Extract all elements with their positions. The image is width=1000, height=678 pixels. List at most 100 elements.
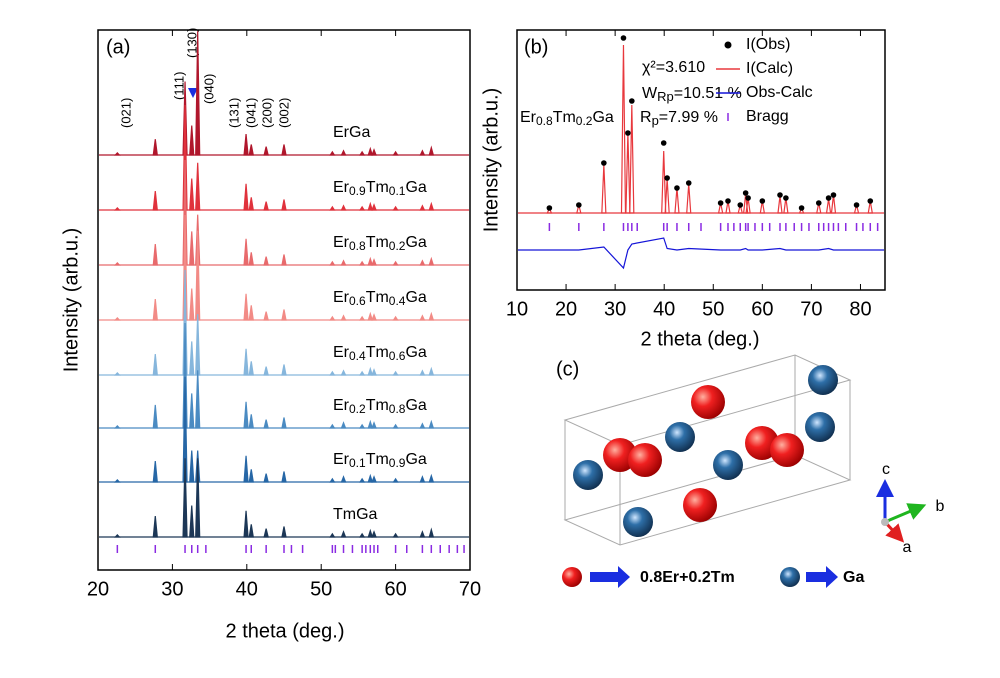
peak xyxy=(281,364,287,376)
x-tick-label: 10 xyxy=(506,298,528,320)
obs-point xyxy=(725,198,731,204)
peak xyxy=(189,288,195,321)
peak xyxy=(248,469,254,483)
peak xyxy=(281,199,287,211)
peak xyxy=(189,125,195,156)
peak xyxy=(329,370,336,376)
peak-label: (021) xyxy=(118,98,133,128)
obs-point xyxy=(853,202,860,208)
peak xyxy=(371,258,377,266)
peak xyxy=(367,528,374,538)
peak xyxy=(329,532,336,538)
peak xyxy=(359,205,366,211)
peak xyxy=(263,201,269,211)
obs-point xyxy=(685,180,692,186)
atoms xyxy=(573,365,838,537)
peak xyxy=(359,315,366,321)
peak xyxy=(113,425,121,429)
y-axis-label: Intensity (arb.u.) xyxy=(60,228,82,373)
obs-point xyxy=(625,130,631,136)
peak xyxy=(367,201,374,211)
series-label: Er0.1Tm0.9Ga xyxy=(333,451,427,470)
peak xyxy=(419,204,426,211)
peak xyxy=(329,315,336,321)
peak xyxy=(371,203,377,211)
peak xyxy=(243,348,249,376)
x-tick-label: 40 xyxy=(653,298,675,320)
peak xyxy=(428,419,435,429)
legend-marker xyxy=(724,41,732,49)
obs-point xyxy=(674,185,680,191)
peak xyxy=(867,200,873,214)
peak xyxy=(576,204,582,214)
peak xyxy=(392,315,399,321)
series-label: Er0.2Tm0.8Ga xyxy=(333,397,427,416)
peak xyxy=(263,419,269,429)
peak xyxy=(686,183,692,214)
panel-label: (c) xyxy=(556,358,579,380)
peak xyxy=(428,311,435,321)
peak xyxy=(243,510,249,538)
peak xyxy=(113,534,121,538)
peak xyxy=(281,471,287,483)
peak xyxy=(189,231,195,266)
peak xyxy=(113,152,121,156)
peak xyxy=(152,460,158,483)
x-tick-label: 60 xyxy=(384,578,406,600)
peak-label: (200) xyxy=(259,98,274,128)
peak xyxy=(392,205,399,211)
peak xyxy=(329,205,336,211)
peak xyxy=(263,146,269,156)
peak xyxy=(329,260,336,266)
peak xyxy=(853,204,860,214)
peak-label: (131) xyxy=(226,98,241,128)
peak xyxy=(113,317,121,321)
legend-label: Bragg xyxy=(746,108,789,125)
difference-line xyxy=(518,237,884,270)
sample-label: Er0.8Tm0.2Ga xyxy=(520,109,614,128)
peak xyxy=(367,366,374,376)
peak xyxy=(392,150,399,156)
peak xyxy=(392,370,399,376)
peak xyxy=(281,254,287,266)
peak xyxy=(392,532,399,538)
panel-label: (b) xyxy=(524,36,548,58)
peak xyxy=(777,195,783,214)
peak xyxy=(243,133,249,156)
peak xyxy=(248,414,254,429)
x-tick-label: 50 xyxy=(702,298,724,320)
peak xyxy=(419,422,426,429)
peak-label: (041) xyxy=(243,98,258,128)
peak xyxy=(248,197,254,211)
peak xyxy=(428,473,435,483)
peak xyxy=(367,311,374,321)
peak xyxy=(248,305,254,321)
peak xyxy=(419,369,426,376)
atom-legend-label: 0.8Er+0.2Tm xyxy=(640,569,735,586)
peak xyxy=(392,423,399,429)
peak xyxy=(281,417,287,429)
obs-point xyxy=(601,160,607,166)
axis-label: a xyxy=(903,539,912,556)
peak xyxy=(359,260,366,266)
peak xyxy=(825,198,832,214)
peak xyxy=(392,260,399,266)
peak xyxy=(248,144,254,156)
y-axis-label: Intensity (arb.u.) xyxy=(480,88,502,233)
peak xyxy=(248,524,254,538)
series-label: ErGa xyxy=(333,124,370,141)
peak xyxy=(661,150,667,214)
obs-point xyxy=(737,202,744,208)
peak xyxy=(428,366,435,376)
peak xyxy=(281,309,287,321)
peak xyxy=(717,202,724,214)
x-tick-label: 20 xyxy=(555,298,577,320)
peak xyxy=(263,366,269,376)
peak xyxy=(419,314,426,321)
peak xyxy=(340,149,347,156)
peak xyxy=(243,455,249,483)
obs-point xyxy=(777,192,783,198)
x-tick-label: 30 xyxy=(604,298,626,320)
peak xyxy=(371,368,377,376)
peak xyxy=(371,421,377,429)
